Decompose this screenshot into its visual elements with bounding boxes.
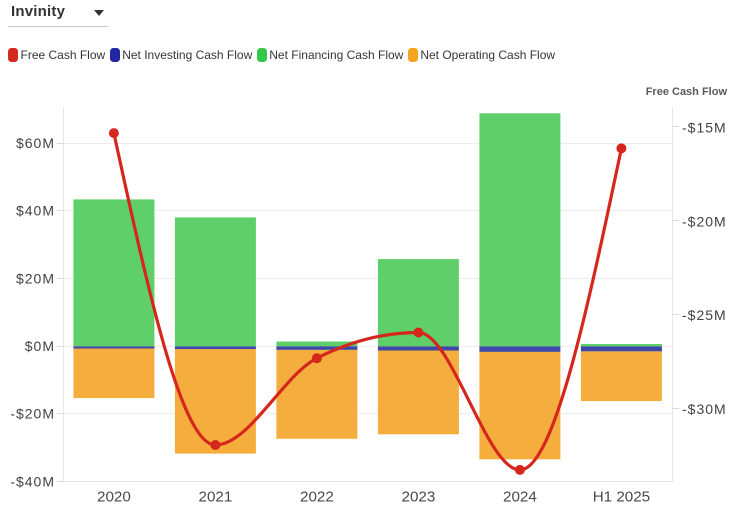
svg-text:-$40M: -$40M [10,473,55,489]
svg-text:2024: 2024 [503,489,537,506]
svg-text:-$20M: -$20M [10,406,55,422]
svg-text:-$15M: -$15M [682,119,727,135]
svg-text:$60M: $60M [16,135,55,151]
svg-text:$20M: $20M [16,270,55,286]
svg-text:-$25M: -$25M [682,307,727,323]
svg-text:2020: 2020 [97,489,131,506]
svg-text:2022: 2022 [300,489,334,506]
svg-text:H1 2025: H1 2025 [593,489,650,506]
svg-text:$40M: $40M [16,203,55,219]
svg-text:2021: 2021 [199,489,233,506]
svg-text:-$20M: -$20M [682,213,727,229]
svg-text:2023: 2023 [402,489,436,506]
svg-text:$0M: $0M [25,338,55,354]
svg-text:-$30M: -$30M [682,401,727,417]
